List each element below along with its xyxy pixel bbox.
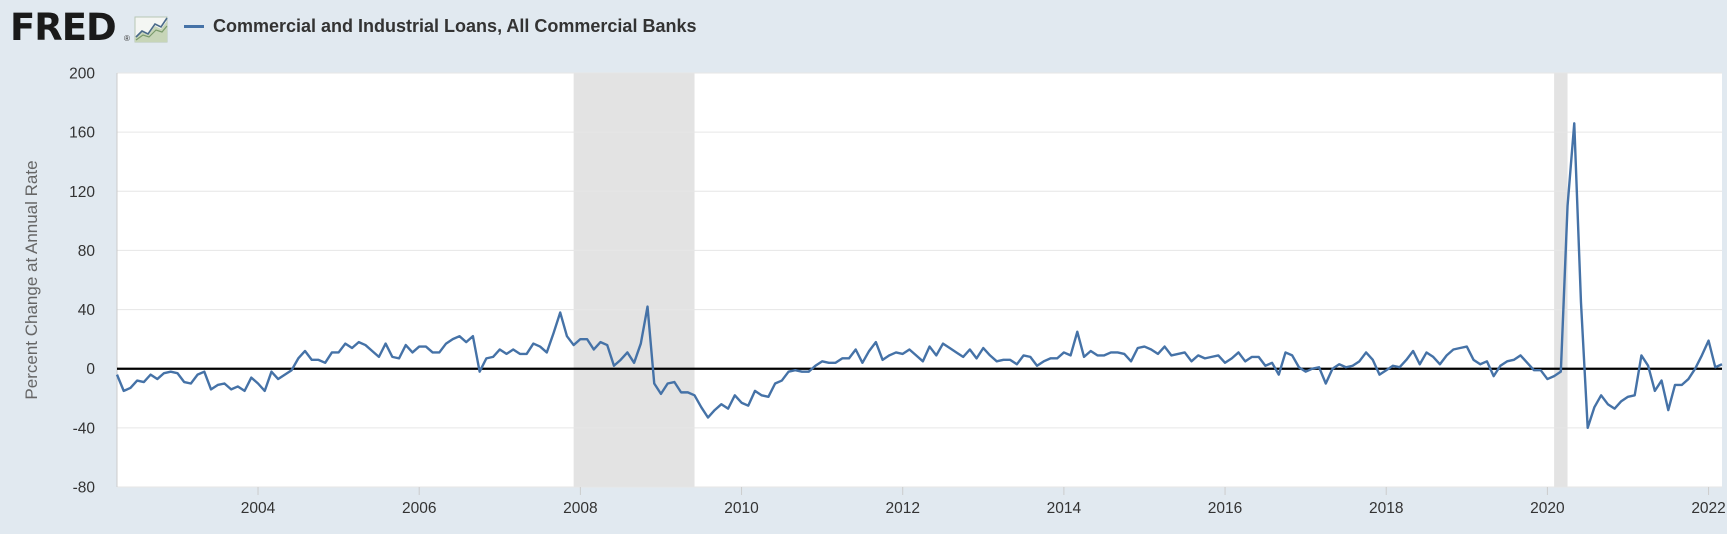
y-tick-label: 0 <box>86 361 95 378</box>
x-axis-ticks: 2004 2006 2008 2010 2012 2014 2016 2018 2020 2022 <box>241 500 1726 517</box>
x-tick-marks <box>257 487 1710 495</box>
x-tick-label: 2006 <box>402 500 436 517</box>
y-axis-ticks: 200 160 120 80 40 0 -40 -80 <box>69 66 95 497</box>
x-tick-label: 2014 <box>1047 500 1082 517</box>
y-tick-label: 160 <box>69 125 95 142</box>
y-tick-label: 120 <box>69 184 95 201</box>
series-line[interactable] <box>115 122 1723 430</box>
y-tick-label: 40 <box>78 302 96 319</box>
legend-label: Commercial and Industrial Loans, All Com… <box>213 16 697 36</box>
registered-mark: ® <box>124 34 130 43</box>
gridlines <box>116 72 1722 488</box>
x-tick-label: 2004 <box>241 500 276 517</box>
plot-background <box>117 73 1722 487</box>
y-tick-label: 200 <box>69 66 95 83</box>
x-tick-label: 2012 <box>885 500 919 517</box>
x-tick-label: 2010 <box>724 500 759 517</box>
chart-header: FRED ® Commercial and Industrial Loans, … <box>0 0 1727 58</box>
recession-band-2 <box>1554 73 1568 487</box>
x-tick-label: 2022 <box>1691 500 1725 517</box>
y-tick-label: -40 <box>73 420 96 437</box>
x-tick-label: 2018 <box>1369 500 1403 517</box>
x-tick-label: 2020 <box>1530 500 1565 517</box>
y-tick-label: -80 <box>73 480 96 497</box>
recession-band-1 <box>573 73 695 487</box>
y-tick-label: 80 <box>78 243 96 260</box>
fred-logo[interactable]: FRED <box>10 6 117 49</box>
legend-swatch <box>184 25 204 28</box>
chart-line-icon <box>134 16 168 43</box>
x-tick-label: 2016 <box>1208 500 1242 517</box>
chart-legend[interactable]: Commercial and Industrial Loans, All Com… <box>184 16 696 37</box>
recession-shading <box>573 73 1568 487</box>
x-tick-label: 2008 <box>563 500 597 517</box>
y-axis-label: Percent Change at Annual Rate <box>22 160 41 399</box>
